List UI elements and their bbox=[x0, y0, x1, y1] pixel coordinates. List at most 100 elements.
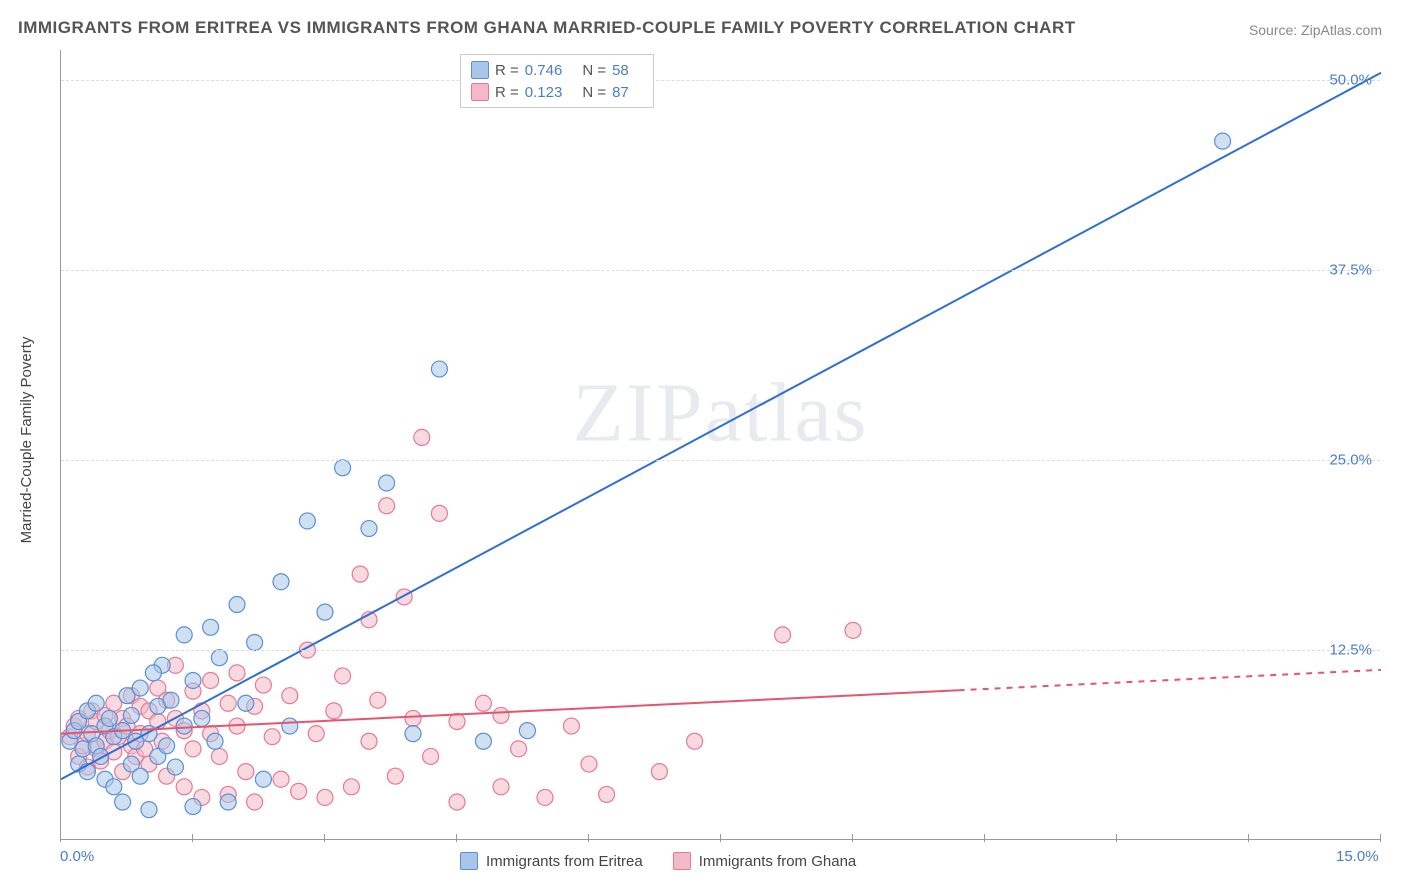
data-point bbox=[308, 726, 324, 742]
legend-row-ghana: R = 0.123 N = 87 bbox=[471, 81, 643, 103]
data-point bbox=[264, 729, 280, 745]
data-point bbox=[176, 779, 192, 795]
data-point bbox=[176, 627, 192, 643]
x-tick-label: 15.0% bbox=[1336, 848, 1379, 865]
gridline bbox=[61, 270, 1380, 271]
data-point bbox=[335, 668, 351, 684]
series-legend: Immigrants from Eritrea Immigrants from … bbox=[460, 852, 856, 870]
data-point bbox=[599, 786, 615, 802]
data-point bbox=[229, 597, 245, 613]
data-point bbox=[379, 475, 395, 491]
swatch-ghana bbox=[471, 83, 489, 101]
data-point bbox=[176, 718, 192, 734]
data-point bbox=[317, 604, 333, 620]
data-point bbox=[282, 718, 298, 734]
data-point bbox=[493, 779, 509, 795]
data-point bbox=[775, 627, 791, 643]
y-tick-label: 25.0% bbox=[1329, 452, 1372, 469]
n-label: N = bbox=[582, 62, 606, 79]
data-point bbox=[194, 710, 210, 726]
data-point bbox=[273, 574, 289, 590]
data-point bbox=[493, 707, 509, 723]
r-label: R = bbox=[495, 84, 519, 101]
data-point bbox=[211, 748, 227, 764]
data-point bbox=[511, 741, 527, 757]
x-tick bbox=[720, 834, 721, 842]
swatch-eritrea bbox=[471, 61, 489, 79]
x-tick bbox=[192, 834, 193, 842]
data-point bbox=[326, 703, 342, 719]
data-point bbox=[563, 718, 579, 734]
chart-title: IMMIGRANTS FROM ERITREA VS IMMIGRANTS FR… bbox=[18, 18, 1076, 38]
data-point bbox=[335, 460, 351, 476]
legend-label-eritrea: Immigrants from Eritrea bbox=[486, 853, 643, 870]
data-point bbox=[163, 692, 179, 708]
swatch-ghana bbox=[673, 852, 691, 870]
x-tick bbox=[456, 834, 457, 842]
legend-label-ghana: Immigrants from Ghana bbox=[699, 853, 857, 870]
regression-line-extrapolated bbox=[959, 670, 1381, 690]
chart-svg bbox=[61, 50, 1380, 839]
data-point bbox=[396, 589, 412, 605]
data-point bbox=[475, 733, 491, 749]
data-point bbox=[273, 771, 289, 787]
data-point bbox=[185, 672, 201, 688]
legend-item-eritrea: Immigrants from Eritrea bbox=[460, 852, 643, 870]
correlation-legend: R = 0.746 N = 58 R = 0.123 N = 87 bbox=[460, 54, 654, 108]
data-point bbox=[475, 695, 491, 711]
data-point bbox=[229, 665, 245, 681]
data-point bbox=[211, 650, 227, 666]
data-point bbox=[431, 505, 447, 521]
data-point bbox=[317, 789, 333, 805]
data-point bbox=[651, 764, 667, 780]
data-point bbox=[159, 738, 175, 754]
data-point bbox=[167, 759, 183, 775]
n-value-eritrea: 58 bbox=[612, 62, 629, 79]
data-point bbox=[537, 789, 553, 805]
gridline bbox=[61, 80, 1380, 81]
data-point bbox=[414, 429, 430, 445]
source-label: Source: ZipAtlas.com bbox=[1249, 22, 1382, 38]
swatch-eritrea bbox=[460, 852, 478, 870]
data-point bbox=[845, 622, 861, 638]
data-point bbox=[255, 771, 271, 787]
plot-area: ZIPatlas 12.5%25.0%37.5%50.0% bbox=[60, 50, 1380, 840]
x-tick bbox=[984, 834, 985, 842]
data-point bbox=[291, 783, 307, 799]
r-value-ghana: 0.123 bbox=[525, 84, 563, 101]
data-point bbox=[431, 361, 447, 377]
data-point bbox=[687, 733, 703, 749]
y-tick-label: 37.5% bbox=[1329, 262, 1372, 279]
data-point bbox=[247, 794, 263, 810]
x-tick bbox=[60, 834, 61, 842]
r-label: R = bbox=[495, 62, 519, 79]
x-tick-label: 0.0% bbox=[60, 848, 94, 865]
data-point bbox=[282, 688, 298, 704]
y-tick-label: 50.0% bbox=[1329, 72, 1372, 89]
data-point bbox=[449, 714, 465, 730]
data-point bbox=[299, 513, 315, 529]
data-point bbox=[361, 733, 377, 749]
data-point bbox=[379, 498, 395, 514]
data-point bbox=[343, 779, 359, 795]
data-point bbox=[519, 723, 535, 739]
gridline bbox=[61, 460, 1380, 461]
data-point bbox=[220, 695, 236, 711]
data-point bbox=[1215, 133, 1231, 149]
data-point bbox=[101, 710, 117, 726]
x-tick bbox=[588, 834, 589, 842]
data-point bbox=[132, 768, 148, 784]
legend-row-eritrea: R = 0.746 N = 58 bbox=[471, 59, 643, 81]
x-tick bbox=[1380, 834, 1381, 842]
n-value-ghana: 87 bbox=[612, 84, 629, 101]
r-value-eritrea: 0.746 bbox=[525, 62, 563, 79]
data-point bbox=[405, 710, 421, 726]
data-point bbox=[247, 635, 263, 651]
data-point bbox=[185, 741, 201, 757]
legend-item-ghana: Immigrants from Ghana bbox=[673, 852, 857, 870]
data-point bbox=[106, 779, 122, 795]
data-point bbox=[115, 794, 131, 810]
data-point bbox=[352, 566, 368, 582]
data-point bbox=[88, 695, 104, 711]
y-tick-label: 12.5% bbox=[1329, 642, 1372, 659]
